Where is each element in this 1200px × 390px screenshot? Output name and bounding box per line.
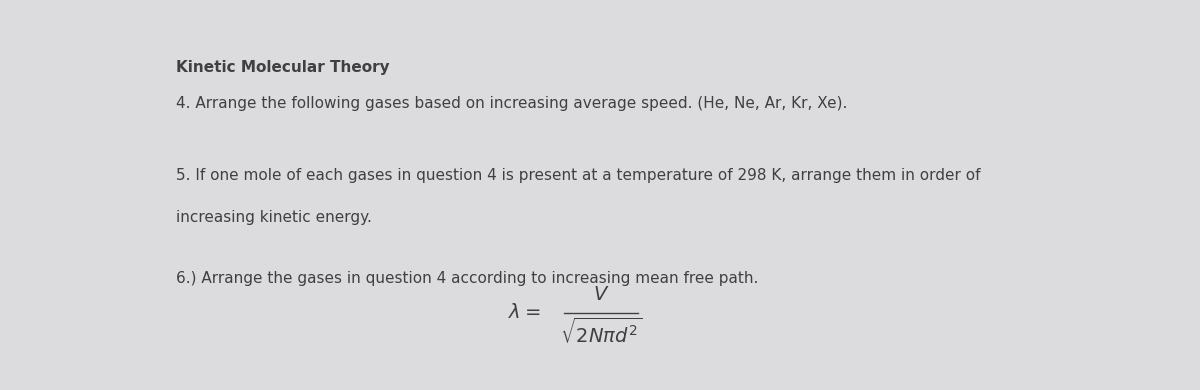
Text: $\lambda =$: $\lambda =$ [508, 303, 541, 322]
Text: 6.) Arrange the gases in question 4 according to increasing mean free path.: 6.) Arrange the gases in question 4 acco… [176, 271, 758, 285]
Text: $V$: $V$ [593, 285, 610, 303]
Text: increasing kinetic energy.: increasing kinetic energy. [176, 211, 372, 225]
Text: $\sqrt{2N\pi d^2}$: $\sqrt{2N\pi d^2}$ [560, 318, 642, 347]
Text: Kinetic Molecular Theory: Kinetic Molecular Theory [176, 60, 390, 75]
Text: 5. If one mole of each gases in question 4 is present at a temperature of 298 K,: 5. If one mole of each gases in question… [176, 168, 980, 183]
Text: 4. Arrange the following gases based on increasing average speed. (He, Ne, Ar, K: 4. Arrange the following gases based on … [176, 96, 847, 112]
